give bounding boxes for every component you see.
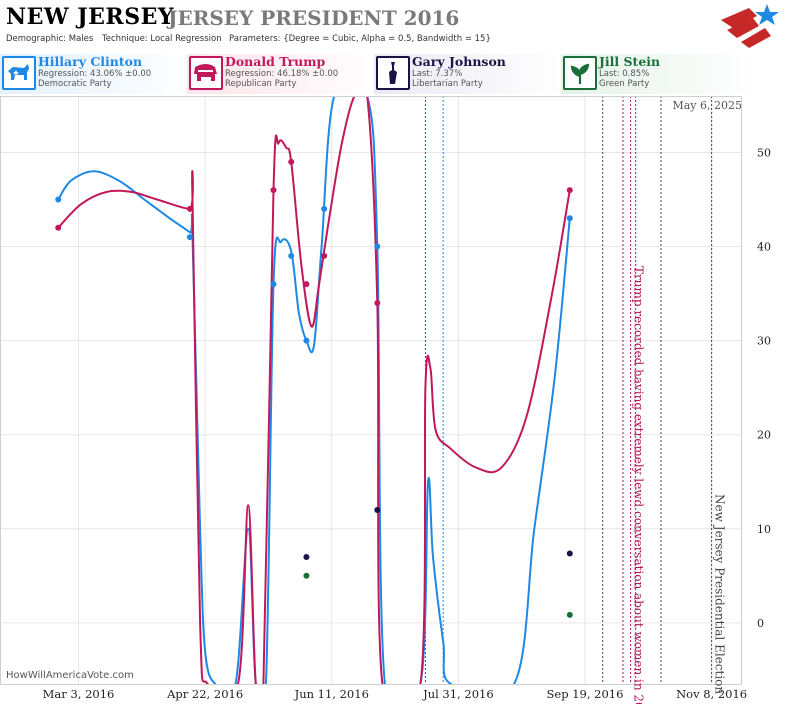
leaf-icon bbox=[563, 56, 597, 90]
candidate-stat: Regression: 46.18% ±0.00 bbox=[225, 69, 339, 79]
candidate-legend: Hillary Clinton Regression: 43.06% ±0.00… bbox=[0, 54, 789, 94]
data-point-donald-trump bbox=[566, 187, 573, 194]
series-line-hillary-clinton bbox=[57, 96, 571, 684]
liberty-torch-icon bbox=[376, 56, 410, 90]
series-points bbox=[55, 158, 573, 618]
data-point-gary-johnson bbox=[374, 506, 381, 513]
state-title: NEW JERSEY bbox=[6, 4, 175, 30]
elephant-icon bbox=[189, 56, 223, 90]
data-point-hillary-clinton bbox=[270, 281, 277, 288]
candidate-card-trump[interactable]: Donald Trump Regression: 46.18% ±0.00 Re… bbox=[187, 54, 382, 94]
event-lines bbox=[424, 96, 713, 684]
demographic-value: Males bbox=[68, 34, 94, 44]
data-point-jill-stein bbox=[303, 572, 310, 579]
candidate-name: Gary Johnson bbox=[412, 54, 506, 69]
chart-date-label: May 6, 2025 bbox=[672, 99, 742, 112]
donkey-icon bbox=[2, 56, 36, 90]
chart-annotations: Trump recorded having extremely lewd con… bbox=[632, 266, 727, 704]
candidate-party: Democratic Party bbox=[38, 79, 112, 89]
parameters: Parameters: {Degree = Cubic, Alpha = 0.5… bbox=[229, 34, 491, 44]
candidate-name: Jill Stein bbox=[599, 54, 661, 69]
plot-frame bbox=[0, 96, 742, 685]
data-point-donald-trump bbox=[374, 299, 381, 306]
race-title: JERSEY PRESIDENT 2016 bbox=[168, 6, 460, 30]
candidate-name: Donald Trump bbox=[225, 54, 326, 69]
candidate-party: Green Party bbox=[599, 79, 650, 89]
x-tick-label: Nov 8, 2016 bbox=[676, 687, 747, 701]
data-point-hillary-clinton bbox=[566, 215, 573, 222]
technique-value: Local Regression bbox=[150, 34, 222, 44]
data-point-hillary-clinton bbox=[186, 234, 193, 241]
demographic: Demographic: Males bbox=[6, 34, 93, 44]
y-tick-label: 20 bbox=[757, 429, 771, 442]
candidate-stat: Regression: 43.06% ±0.00 bbox=[38, 69, 152, 79]
data-point-hillary-clinton bbox=[303, 337, 310, 344]
candidate-card-clinton[interactable]: Hillary Clinton Regression: 43.06% ±0.00… bbox=[0, 54, 195, 94]
data-point-jill-stein bbox=[566, 611, 573, 618]
data-point-hillary-clinton bbox=[55, 196, 62, 203]
data-point-donald-trump bbox=[303, 281, 310, 288]
data-point-donald-trump bbox=[288, 158, 295, 165]
data-point-donald-trump bbox=[55, 224, 62, 231]
data-point-donald-trump bbox=[321, 252, 328, 259]
parameters-label: Parameters: bbox=[229, 34, 281, 44]
candidate-stat: Last: 7.37% bbox=[412, 69, 463, 79]
data-point-hillary-clinton bbox=[288, 252, 295, 259]
y-tick-label: 10 bbox=[757, 523, 771, 536]
data-point-gary-johnson bbox=[303, 553, 310, 560]
candidate-card-stein[interactable]: Jill Stein Last: 0.85% Green Party bbox=[561, 54, 756, 94]
data-point-hillary-clinton bbox=[321, 205, 328, 212]
x-tick-label: Jun 11, 2016 bbox=[294, 687, 369, 701]
candidate-party: Republican Party bbox=[225, 79, 297, 89]
x-tick-label: Jul 31, 2016 bbox=[422, 687, 494, 701]
y-tick-label: 40 bbox=[757, 241, 771, 254]
data-point-gary-johnson bbox=[566, 550, 573, 557]
data-point-donald-trump bbox=[270, 187, 277, 194]
data-point-hillary-clinton bbox=[374, 243, 381, 250]
annotation-label: New Jersey Presidential Election bbox=[713, 494, 727, 694]
annotation-label: Trump recorded having extremely lewd con… bbox=[632, 266, 646, 704]
y-tick-label: 50 bbox=[757, 146, 771, 159]
candidate-name: Hillary Clinton bbox=[38, 54, 143, 69]
site-logo-icon bbox=[721, 4, 779, 48]
y-tick-label: 0 bbox=[757, 617, 764, 630]
header: NEW JERSEY JERSEY PRESIDENT 2016 Demogra… bbox=[0, 0, 789, 52]
x-tick-label: Mar 3, 2016 bbox=[43, 687, 115, 701]
series-line-donald-trump bbox=[57, 96, 571, 684]
parameters-value: {Degree = Cubic, Alpha = 0.5, Bandwidth … bbox=[283, 34, 491, 44]
chart-axes: Mar 3, 2016 Apr 22, 2016 Jun 11, 2016 Jul 3… bbox=[0, 96, 771, 701]
technique-label: Technique: bbox=[102, 34, 148, 44]
technique: Technique: Local Regression bbox=[102, 34, 222, 44]
poll-chart: Mar 3, 2016 Apr 22, 2016 Jun 11, 2016 Jul 3… bbox=[0, 96, 771, 704]
data-point-donald-trump bbox=[186, 205, 193, 212]
demographic-label: Demographic: bbox=[6, 34, 67, 44]
watermark: HowWillAmericaVote.com bbox=[6, 670, 134, 681]
y-tick-label: 30 bbox=[757, 335, 771, 348]
x-tick-label: Sep 19, 2016 bbox=[547, 687, 624, 701]
candidate-stat: Last: 0.85% bbox=[599, 69, 650, 79]
candidate-party: Libertarian Party bbox=[412, 79, 483, 89]
x-tick-label: Apr 22, 2016 bbox=[166, 687, 243, 701]
series-lines bbox=[57, 96, 571, 684]
candidate-card-johnson[interactable]: Gary Johnson Last: 7.37% Libertarian Par… bbox=[374, 54, 569, 94]
